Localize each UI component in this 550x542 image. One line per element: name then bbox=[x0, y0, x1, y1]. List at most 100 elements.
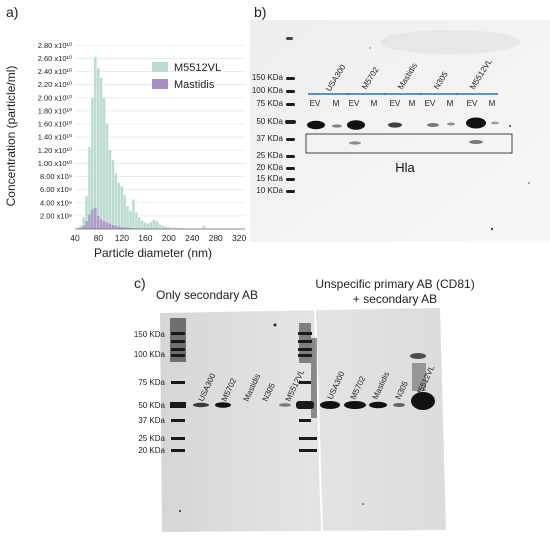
x-tick-label: 280 bbox=[209, 233, 223, 243]
y-tick-label: 4.00 x10⁹ bbox=[40, 198, 72, 207]
y-tick-label: 1.80 x10¹⁰ bbox=[38, 106, 72, 115]
bar-m5512vl bbox=[112, 160, 115, 229]
bar-mastidis bbox=[88, 215, 91, 229]
lane-label-ev: EV bbox=[390, 99, 401, 108]
y-tick-label: 2.00 x10¹⁰ bbox=[38, 93, 72, 102]
bar-m5512vl bbox=[135, 213, 138, 229]
panel-a-label: a) bbox=[6, 4, 18, 20]
band-n305-ev bbox=[427, 123, 439, 127]
bar-mastidis bbox=[82, 226, 85, 229]
lane-label-m: M bbox=[333, 99, 340, 108]
x-tick-label: 320 bbox=[232, 233, 246, 243]
y-tick-label: 1.00 x10¹⁰ bbox=[38, 159, 72, 168]
bar-m5512vl bbox=[161, 226, 164, 229]
lane-label-ev: EV bbox=[425, 99, 436, 108]
group2-title-line2: + secondary AB bbox=[353, 292, 437, 306]
lane-label-m: M bbox=[409, 99, 416, 108]
lane-label-ev: EV bbox=[467, 99, 478, 108]
x-tick-label: 80 bbox=[94, 233, 104, 243]
y-tick-label: 2.20 x10¹⁰ bbox=[38, 80, 72, 89]
bar-m5512vl bbox=[109, 150, 112, 229]
bar-m5512vl bbox=[115, 173, 118, 229]
group1-title: Only secondary AB bbox=[156, 288, 258, 302]
bar-mastidis bbox=[85, 221, 88, 229]
group2-title-line1: Unspecific primary AB (CD81) bbox=[315, 277, 474, 291]
bar-m5512vl bbox=[106, 124, 109, 229]
band-m5702-ev bbox=[347, 120, 365, 130]
y-tick-label: 2.00 x10⁹ bbox=[40, 211, 72, 220]
lane-label-ev: EV bbox=[310, 99, 321, 108]
band-usa300-ev bbox=[307, 121, 325, 129]
bar-mastidis bbox=[97, 216, 100, 229]
ladder-label-25: 25 KDa bbox=[256, 151, 283, 160]
ladder-c-label-50: 50 KDa bbox=[138, 401, 165, 410]
y-tick-label: 1.20 x10¹⁰ bbox=[38, 146, 72, 155]
y-tick-label: 1.40 x10¹⁰ bbox=[38, 133, 72, 142]
x-tick-label: 160 bbox=[138, 233, 152, 243]
x-axis-label: Particle diameter (nm) bbox=[94, 246, 212, 260]
ladder-c-label-25: 25 KDa bbox=[138, 434, 165, 443]
x-tick-label: 40 bbox=[70, 233, 80, 243]
x-tick-label: 200 bbox=[162, 233, 176, 243]
ladder-label-100: 100 KDa bbox=[252, 86, 284, 95]
bar-m5512vl bbox=[126, 206, 129, 229]
y-tick-label: 2.60 x10¹⁰ bbox=[38, 54, 72, 63]
western-blot-b: b) 150 KDa 100 KDa 75 KDa 50 KDa 37 KDa … bbox=[250, 0, 550, 250]
membrane-smudge bbox=[380, 30, 520, 54]
y-tick-label: 1.60 x10¹⁰ bbox=[38, 120, 72, 129]
band-mastidis-ev bbox=[388, 122, 402, 127]
x-tick-label: 120 bbox=[115, 233, 129, 243]
bar-m5512vl bbox=[94, 57, 97, 229]
bar-m5512vl bbox=[203, 226, 206, 229]
band-n305-m bbox=[447, 123, 455, 126]
ladder-label-37: 37 KDa bbox=[256, 134, 283, 143]
bar-m5512vl bbox=[97, 68, 100, 229]
bar-m5512vl bbox=[100, 78, 103, 229]
bar-m5512vl bbox=[144, 222, 147, 229]
ladder-label-20: 20 KDa bbox=[256, 163, 283, 172]
panel-b: b) 150 KDa 100 KDa 75 KDa 50 KDa 37 KDa … bbox=[250, 0, 550, 250]
band-usa300-m bbox=[332, 124, 342, 127]
ladder-c-label-37: 37 KDa bbox=[138, 416, 165, 425]
membrane-b bbox=[250, 20, 550, 242]
ladder-label-75: 75 KDa bbox=[256, 99, 283, 108]
lane-label-ev: EV bbox=[349, 99, 360, 108]
legend-label-mastidis: Mastidis bbox=[174, 79, 215, 91]
y-axis-label: Concentration (particle/ml) bbox=[4, 66, 18, 207]
y-tick-label: 2.40 x10¹⁰ bbox=[38, 67, 72, 76]
hla-label: Hla bbox=[395, 160, 415, 175]
bar-m5512vl bbox=[153, 220, 156, 229]
ladder-label-15: 15 KDa bbox=[256, 174, 283, 183]
band-m5512vl-m bbox=[491, 122, 499, 125]
legend-swatch-mastidis bbox=[152, 79, 168, 89]
bar-mastidis bbox=[109, 224, 112, 229]
particle-size-chart: a) Concentration (particle/ml) Particle … bbox=[0, 0, 250, 262]
bar-m5512vl bbox=[103, 98, 106, 229]
panel-c-label: c) bbox=[134, 275, 146, 291]
lane-label-m: M bbox=[371, 99, 378, 108]
bar-mastidis bbox=[106, 222, 109, 229]
bar-m5512vl bbox=[156, 221, 159, 229]
bar-m5512vl bbox=[132, 199, 135, 229]
y-tick-label: 8.00 x10⁹ bbox=[40, 172, 72, 181]
legend: M5512VL Mastidis bbox=[152, 62, 221, 91]
legend-swatch-m5512vl bbox=[152, 62, 168, 72]
bar-m5512vl bbox=[150, 222, 153, 229]
ladder-label-50: 50 KDa bbox=[256, 117, 283, 126]
band-m5702-ev-low bbox=[349, 141, 361, 144]
lane-label-m: M bbox=[489, 99, 496, 108]
band-m5512vl-ev bbox=[466, 118, 486, 129]
bar-m5512vl bbox=[120, 186, 123, 229]
legend-label-m5512vl: M5512VL bbox=[174, 62, 221, 74]
ladder-c-label-150: 150 KDa bbox=[134, 330, 166, 339]
panel-b-label: b) bbox=[254, 4, 266, 20]
bar-mastidis bbox=[94, 208, 97, 229]
y-tick-label: 2.80 x10¹⁰ bbox=[38, 41, 72, 50]
ladder-label-150: 150 KDa bbox=[252, 73, 284, 82]
bar-m5512vl bbox=[118, 183, 121, 229]
ladder-c-label-20: 20 KDa bbox=[138, 446, 165, 455]
bar-m5512vl bbox=[159, 224, 162, 229]
bar-mastidis bbox=[115, 226, 118, 229]
